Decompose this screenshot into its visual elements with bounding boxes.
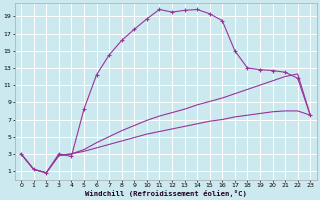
X-axis label: Windchill (Refroidissement éolien,°C): Windchill (Refroidissement éolien,°C) [85,190,247,197]
